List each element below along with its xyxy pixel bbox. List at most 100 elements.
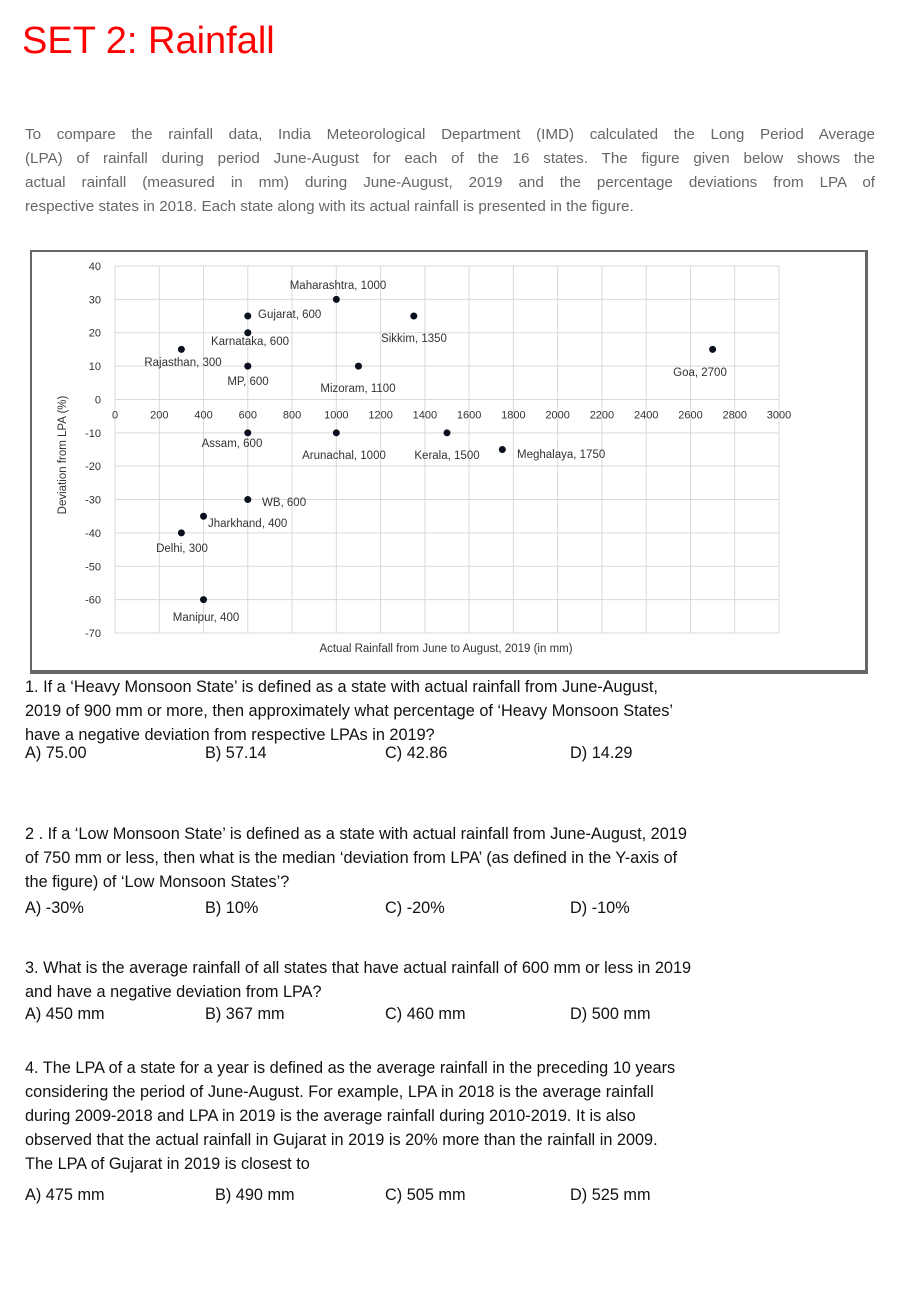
answer-option-b[interactable]: B) 490 mm	[215, 1186, 295, 1204]
y-tick-label: 10	[89, 361, 101, 373]
scatter-chart: 40 30 20 10 0 -10 -20 -30 -40 -50 -60 -70 0 200 400 600…	[57, 261, 791, 655]
answer-option-d[interactable]: D) 14.29	[570, 744, 633, 762]
x-tick-label: 1800	[501, 409, 525, 421]
question-text-line: observed that the actual rainfall in Guj…	[25, 1131, 658, 1149]
y-tick-label: 30	[89, 294, 101, 306]
data-label: Gujarat, 600	[258, 309, 321, 321]
data-point	[709, 345, 717, 353]
x-tick-label: 400	[194, 409, 212, 421]
y-tick-label: 0	[95, 394, 101, 406]
data-point	[332, 295, 340, 303]
x-tick-label: 0	[112, 409, 118, 421]
answer-option-c[interactable]: C) 42.86	[385, 744, 448, 762]
data-label: Sikkim, 1350	[381, 333, 447, 345]
question-text-line: 2 . If a ‘Low Monsoon State’ is defined …	[25, 825, 687, 843]
x-tick-label: 1400	[413, 409, 437, 421]
data-label: WB, 600	[262, 497, 306, 509]
y-tick-label: -30	[85, 495, 101, 507]
x-tick-label: 600	[239, 409, 257, 421]
data-label: Rajasthan, 300	[144, 357, 221, 369]
x-tick-label: 2600	[678, 409, 702, 421]
intro-line: (LPA) of rainfall during period June-Aug…	[25, 150, 875, 167]
intro-line: To compare the rainfall data, India Mete…	[25, 126, 875, 143]
question-text-line: 2019 of 900 mm or more, then approximate…	[25, 702, 673, 720]
answer-option-b[interactable]: B) 367 mm	[205, 1005, 285, 1023]
data-point	[244, 312, 252, 320]
answer-option-d[interactable]: D) 500 mm	[570, 1005, 651, 1023]
y-axis-title: Deviation from LPA (%)	[57, 396, 69, 515]
data-label: Delhi, 300	[156, 543, 208, 555]
y-tick-label: -50	[85, 561, 101, 573]
page-title: SET 2: Rainfall	[22, 20, 275, 62]
data-point	[443, 429, 451, 437]
answer-option-a[interactable]: A) -30%	[25, 899, 84, 917]
x-tick-label: 2000	[545, 409, 569, 421]
data-point	[354, 362, 362, 370]
question-text-line: The LPA of Gujarat in 2019 is closest to	[25, 1155, 310, 1173]
data-label: Kerala, 1500	[414, 450, 479, 462]
x-tick-label: 2800	[722, 409, 746, 421]
data-label: Manipur, 400	[173, 612, 240, 624]
question-2: 2 . If a ‘Low Monsoon State’ is defined …	[25, 822, 865, 894]
intro-line: actual rainfall (measured in mm) during …	[25, 174, 875, 191]
data-point	[200, 596, 208, 604]
answer-option-d[interactable]: D) 525 mm	[570, 1186, 651, 1204]
x-tick-label: 200	[150, 409, 168, 421]
question-text-line: the figure) of ‘Low Monsoon States’?	[25, 873, 290, 891]
data-label: Meghalaya, 1750	[517, 449, 605, 461]
data-label: Mizoram, 1100	[320, 383, 395, 395]
data-label: Maharashtra, 1000	[290, 280, 387, 292]
answer-option-c[interactable]: C) 505 mm	[385, 1186, 466, 1204]
answer-option-b[interactable]: B) 10%	[205, 899, 259, 917]
question-text-line: 4. The LPA of a state for a year is defi…	[25, 1059, 676, 1077]
data-point	[244, 329, 252, 337]
data-point	[244, 429, 252, 437]
data-point	[177, 345, 185, 353]
x-axis-title: Actual Rainfall from June to August, 201…	[319, 643, 572, 655]
answer-option-c[interactable]: C) 460 mm	[385, 1005, 466, 1023]
question-text-line: have a negative deviation from respectiv…	[25, 726, 435, 744]
x-tick-label: 3000	[767, 409, 791, 421]
x-tick-label: 2400	[634, 409, 658, 421]
data-label: Arunachal, 1000	[302, 450, 386, 462]
question-3: 3. What is the average rainfall of all s…	[25, 956, 865, 1004]
data-point	[177, 529, 185, 537]
intro-paragraph: To compare the rainfall data, India Mete…	[25, 123, 875, 219]
x-tick-label: 1000	[324, 409, 348, 421]
data-point	[244, 496, 252, 504]
question-text-line: of 750 mm or less, then what is the medi…	[25, 849, 678, 867]
answer-option-a[interactable]: A) 475 mm	[25, 1186, 105, 1204]
x-tick-label: 800	[283, 409, 301, 421]
data-point	[332, 429, 340, 437]
answer-option-a[interactable]: A) 450 mm	[25, 1005, 105, 1023]
question-text-line: considering the period of June-August. F…	[25, 1083, 654, 1101]
y-tick-label: 20	[89, 328, 101, 340]
y-tick-label: -40	[85, 528, 101, 540]
question-text-line: 1. If a ‘Heavy Monsoon State’ is defined…	[25, 678, 658, 696]
y-tick-label: -60	[85, 595, 101, 607]
answer-option-a[interactable]: A) 75.00	[25, 744, 87, 762]
chart-frame	[30, 250, 868, 674]
y-tick-label: -70	[85, 628, 101, 640]
question-1: 1. If a ‘Heavy Monsoon State’ is defined…	[25, 675, 865, 747]
question-4: 4. The LPA of a state for a year is defi…	[25, 1056, 865, 1176]
data-label: Karnataka, 600	[211, 336, 289, 348]
answer-option-d[interactable]: D) -10%	[570, 899, 630, 917]
x-tick-label: 1600	[457, 409, 481, 421]
answer-option-b[interactable]: B) 57.14	[205, 744, 267, 762]
x-tick-label: 1200	[368, 409, 392, 421]
data-point	[498, 446, 506, 453]
question-text-line: during 2009-2018 and LPA in 2019 is the …	[25, 1107, 636, 1125]
data-point	[244, 362, 252, 370]
question-text-line: and have a negative deviation from LPA?	[25, 983, 322, 1001]
y-tick-label: -10	[85, 428, 101, 440]
data-label: Jharkhand, 400	[208, 518, 287, 530]
y-tick-label: 40	[89, 261, 101, 273]
data-point	[410, 312, 418, 320]
data-label: Goa, 2700	[673, 367, 727, 379]
question-text-line: 3. What is the average rainfall of all s…	[25, 959, 692, 977]
x-tick-label: 2200	[590, 409, 614, 421]
answer-option-c[interactable]: C) -20%	[385, 899, 445, 917]
intro-line: respective states in 2018. Each state al…	[25, 198, 634, 215]
